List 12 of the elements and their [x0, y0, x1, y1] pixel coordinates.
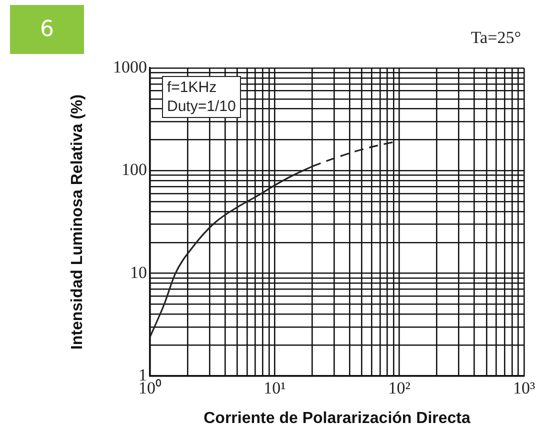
- text: Ta=25°: [470, 28, 521, 48]
- x-tick-label: 10²: [388, 378, 410, 398]
- y-tick-label: 100: [122, 160, 147, 180]
- y-tick-label: 1000: [113, 57, 147, 76]
- text: 6: [10, 5, 84, 54]
- y-axis-title: Intensidad Luminosa Relativa (%): [69, 94, 86, 350]
- annotation: f=1KHz Duty=1/10: [162, 76, 241, 118]
- x-tick-label: 10³: [512, 378, 536, 398]
- x-axis-title: Corriente de Polararización Directa: [204, 410, 470, 427]
- x-tick-label: 10⁰: [138, 378, 162, 398]
- y-tick-label: 10: [130, 262, 147, 282]
- x-tick-label: 10¹: [264, 378, 286, 398]
